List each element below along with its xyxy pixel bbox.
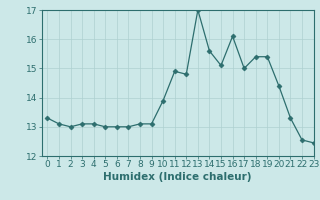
X-axis label: Humidex (Indice chaleur): Humidex (Indice chaleur)	[103, 172, 252, 182]
